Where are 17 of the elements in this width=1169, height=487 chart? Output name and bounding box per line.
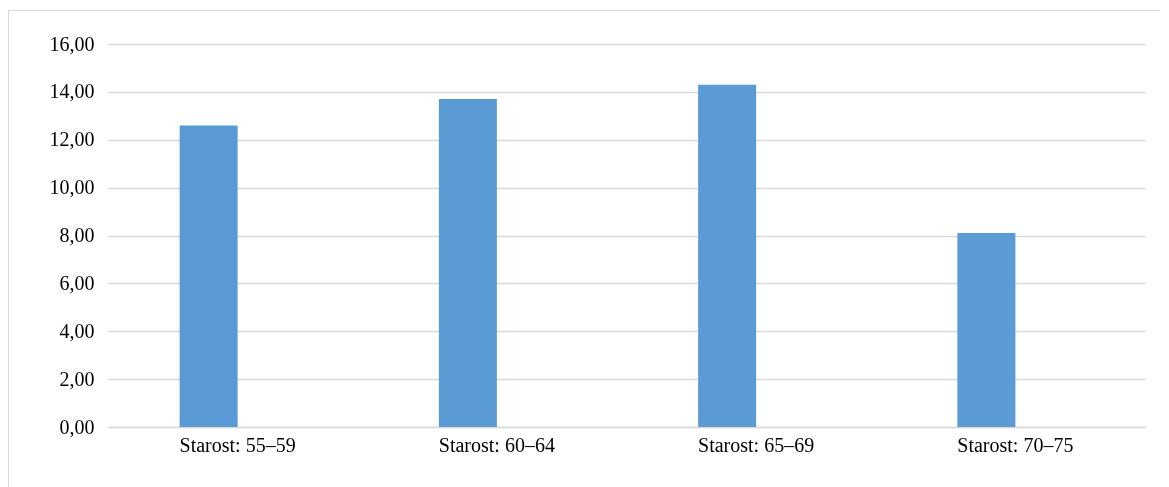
- bar: [179, 125, 238, 427]
- y-tick-label: 8,00: [59, 224, 95, 246]
- y-tick-label: 0,00: [59, 415, 95, 438]
- y-tick-label: 10,00: [49, 176, 95, 199]
- y-tick-label: 2,00: [59, 367, 95, 390]
- x-tick-label: Starost: 65–69: [698, 433, 815, 456]
- x-tick-label: Starost: 60–64: [438, 433, 555, 456]
- bar: [438, 99, 497, 427]
- y-tick-label: 12,00: [49, 128, 95, 151]
- y-tick-label: 16,00: [49, 32, 95, 55]
- x-tick-label: Starost: 70–75: [957, 433, 1074, 456]
- y-tick-label: 6,00: [59, 271, 95, 294]
- x-tick-label: Starost: 55–59: [179, 433, 296, 456]
- y-tick-label: 14,00: [49, 80, 95, 103]
- bar: [698, 84, 757, 427]
- bar: [957, 233, 1016, 427]
- y-tick-label: 4,00: [59, 319, 95, 342]
